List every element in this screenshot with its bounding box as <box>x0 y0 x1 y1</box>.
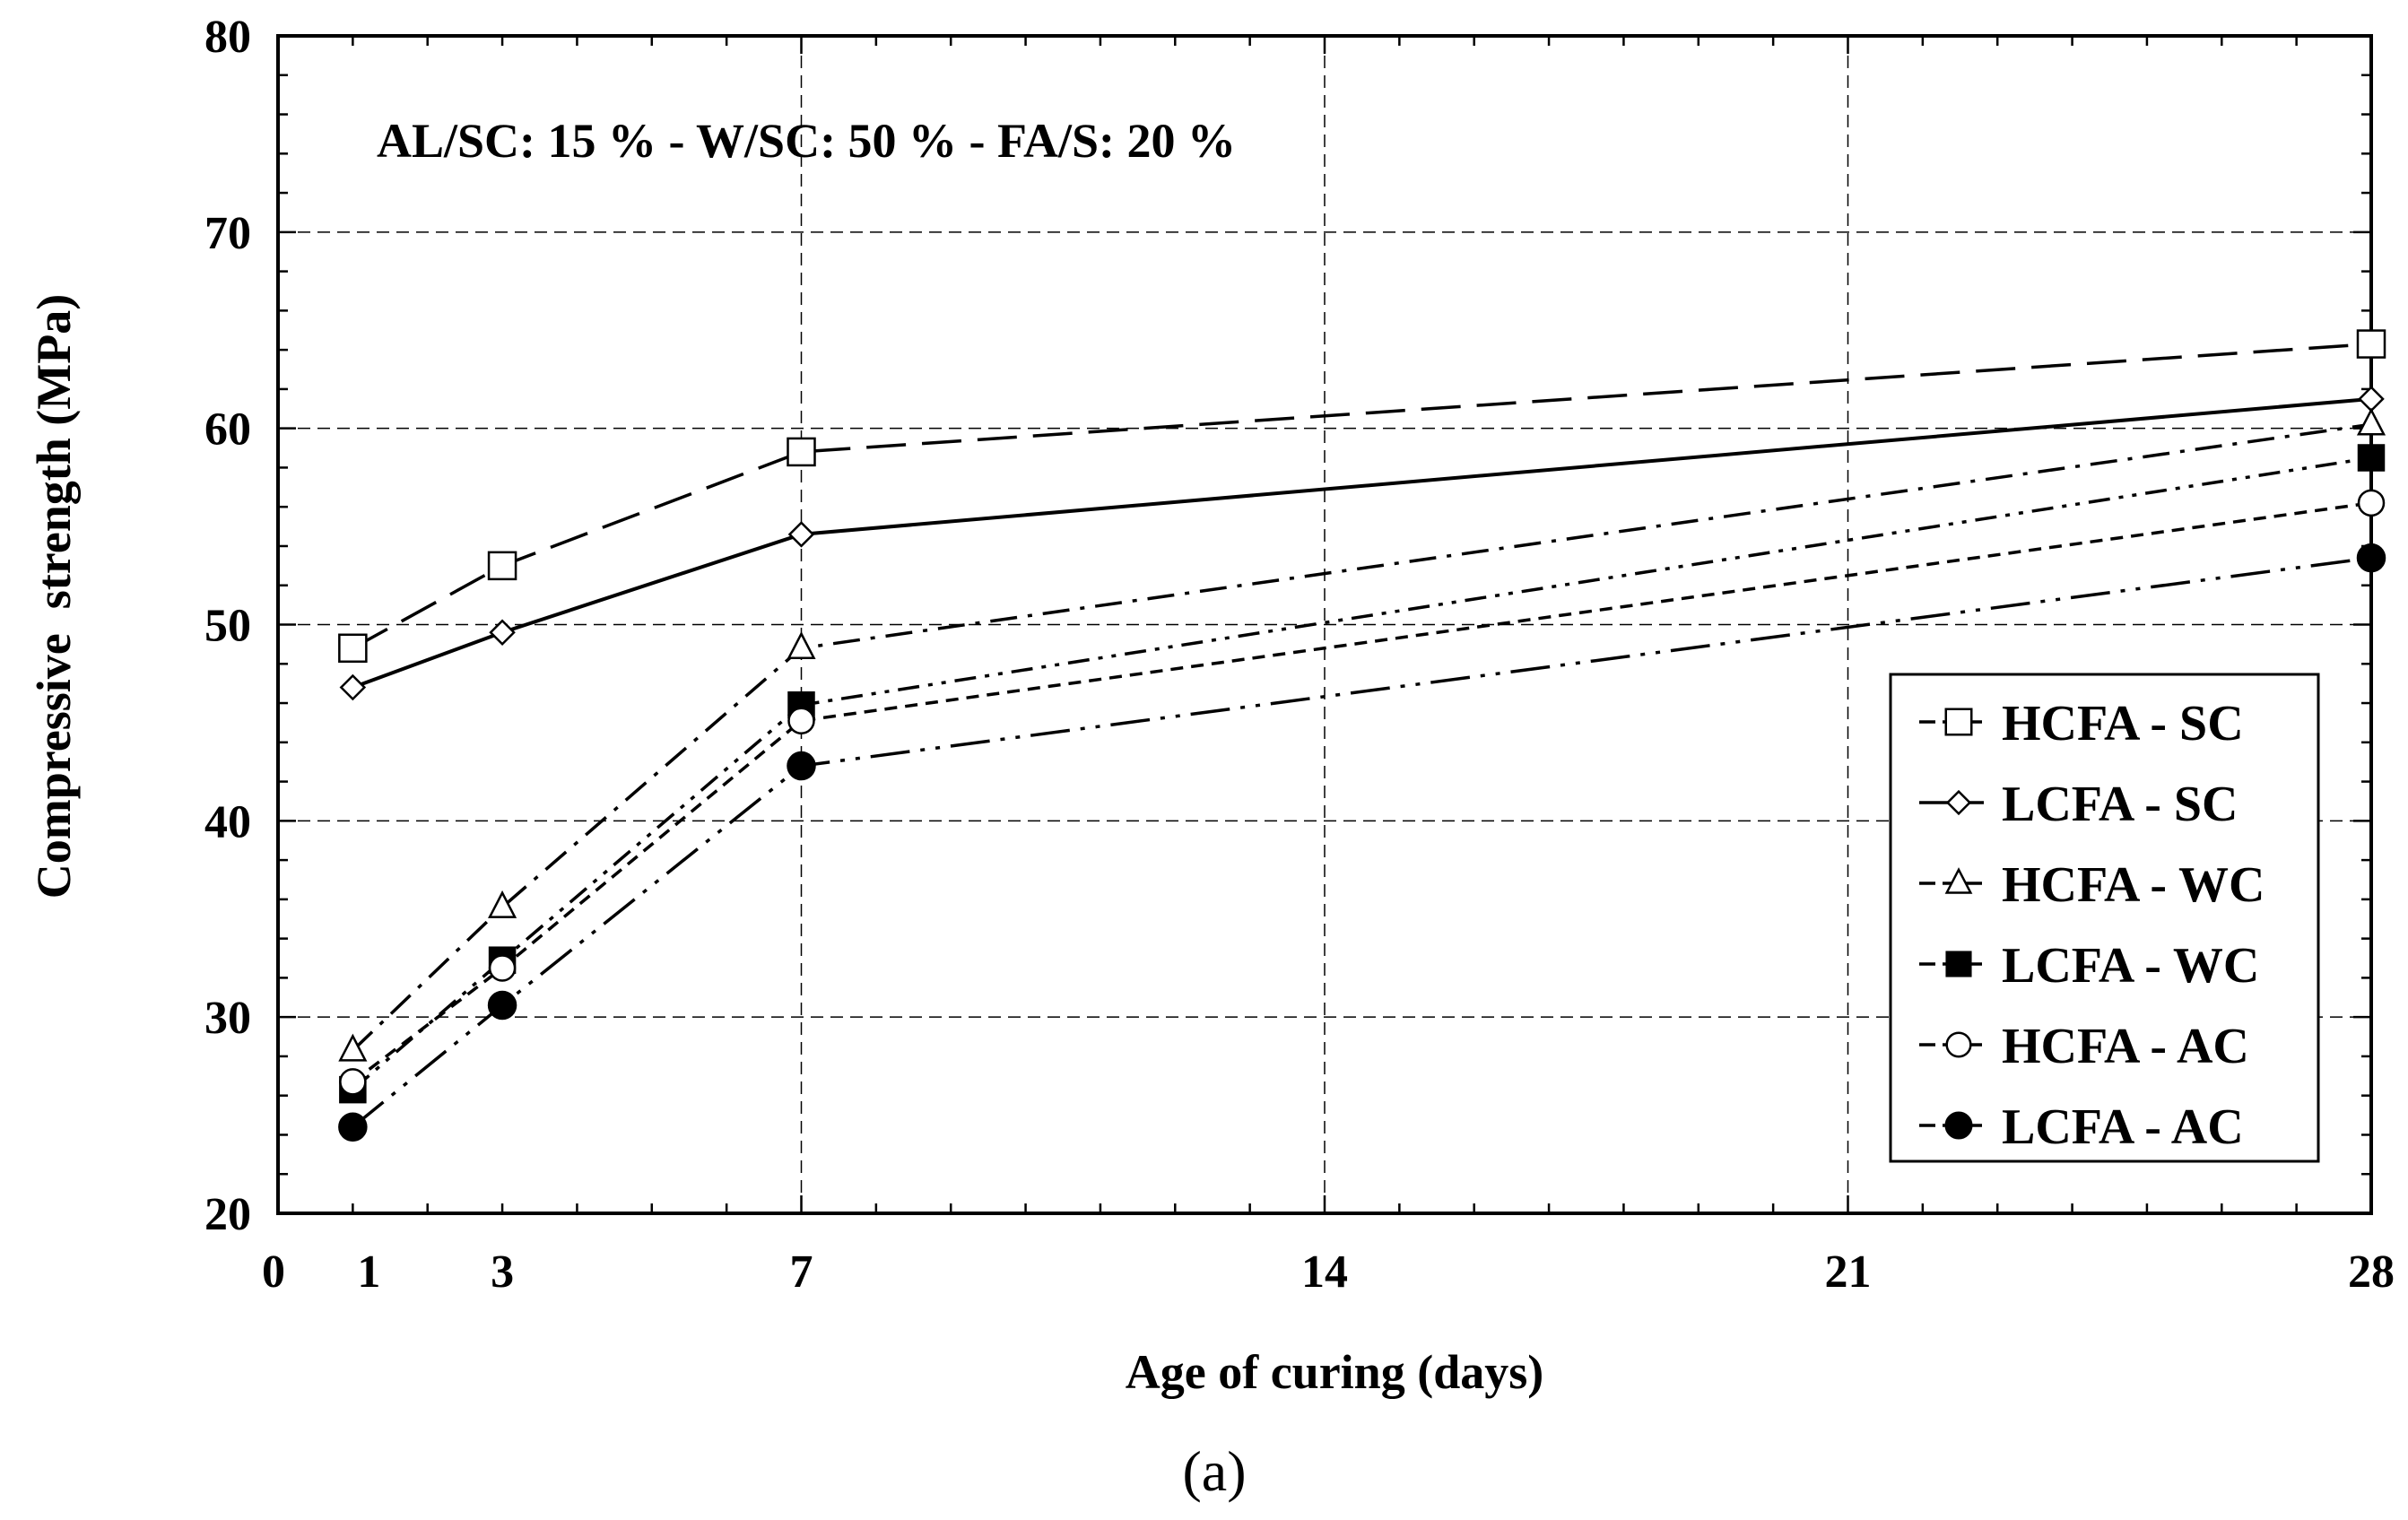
data-point <box>2356 543 2386 573</box>
x-tick-label: 1 <box>357 1246 380 1298</box>
series-hcfa-sc <box>338 329 2386 664</box>
tick-labels: 20 30 40 50 60 70 80 0 1 3 7 14 21 28 <box>204 12 2395 1298</box>
legend-marker <box>1945 951 1972 977</box>
plot-area-frame <box>276 34 2373 1215</box>
data-point <box>338 1112 368 1142</box>
data-point <box>488 890 517 918</box>
series-line <box>352 456 2372 1091</box>
series-line <box>352 422 2372 1052</box>
data-point <box>339 1068 367 1096</box>
series-line <box>352 342 2372 650</box>
y-tick-label: 60 <box>204 404 251 456</box>
legend-item: LCFA - SC <box>1919 777 2238 832</box>
legend-item: LCFA - WC <box>1919 938 2259 994</box>
legend-marker <box>1944 708 1973 736</box>
data-point <box>2358 386 2385 413</box>
legend-label: HCFA - AC <box>2002 1019 2249 1074</box>
series-hcfa-wc <box>338 407 2386 1062</box>
series-lcfa-sc <box>339 386 2385 701</box>
x-tick-label: 21 <box>1825 1246 1872 1298</box>
legend-marker <box>1944 867 1973 894</box>
y-tick-label: 80 <box>204 12 251 63</box>
data-point <box>489 619 516 647</box>
legend-label: LCFA - AC <box>2002 1099 2244 1155</box>
data-point <box>787 631 816 660</box>
x-tick-label: 28 <box>2348 1246 2395 1298</box>
series-line <box>352 396 2372 690</box>
legend-label: LCFA - WC <box>2002 938 2259 994</box>
legend-item: HCFA - AC <box>1919 1019 2249 1074</box>
data-point <box>338 633 368 664</box>
legend-item: HCFA - WC <box>1919 857 2265 913</box>
x-tick-label: 14 <box>1301 1246 1348 1298</box>
data-point <box>787 437 816 467</box>
x-tick-label: 3 <box>491 1246 514 1298</box>
annotation-text: AL/SC: 15 % - W/SC: 50 % - FA/S: 20 % <box>377 114 1236 168</box>
data-point <box>338 1033 368 1062</box>
data-point <box>339 673 367 701</box>
legend-marker <box>1945 1031 1972 1058</box>
y-tick-label: 70 <box>204 208 251 259</box>
series-line <box>352 501 2372 1083</box>
data-point <box>488 954 517 982</box>
y-tick-label: 20 <box>204 1189 251 1240</box>
x-axis-title: Age of curing (days) <box>1126 1345 1543 1399</box>
legend-item: HCFA - SC <box>1919 696 2244 751</box>
legend-item: LCFA - AC <box>1919 1099 2244 1155</box>
x-tick-label: 0 <box>262 1246 285 1298</box>
data-point <box>787 521 815 548</box>
legend: HCFA - SC LCFA - SC HCFA - WC LCFA - WC HCFA… <box>1889 673 2320 1163</box>
data-point <box>2356 407 2386 436</box>
series-hcfa-ac <box>339 489 2386 1096</box>
series-line <box>352 556 2372 1129</box>
series-layer <box>338 329 2386 1142</box>
y-tick-label: 30 <box>204 993 251 1044</box>
legend-marker <box>1945 789 1972 816</box>
data-point <box>787 707 815 734</box>
data-point <box>487 990 517 1021</box>
data-point <box>2357 444 2386 472</box>
data-point <box>2357 489 2386 517</box>
y-tick-label: 40 <box>204 796 251 847</box>
data-point <box>787 751 816 781</box>
x-tick-label: 7 <box>790 1246 813 1298</box>
legend-marker <box>1944 1111 1973 1140</box>
legend-label: HCFA - SC <box>2002 696 2244 751</box>
data-point <box>2356 329 2386 359</box>
legend-label: HCFA - WC <box>2002 857 2265 913</box>
legend-label: LCFA - SC <box>2002 777 2238 832</box>
y-axis-title: Compressive strength (MPa) <box>27 294 81 899</box>
data-point <box>487 551 517 581</box>
legend-box <box>1889 673 2320 1163</box>
y-tick-label: 50 <box>204 601 251 652</box>
panel-label: (a) <box>1182 1439 1246 1503</box>
series-lcfa-ac <box>338 543 2386 1142</box>
